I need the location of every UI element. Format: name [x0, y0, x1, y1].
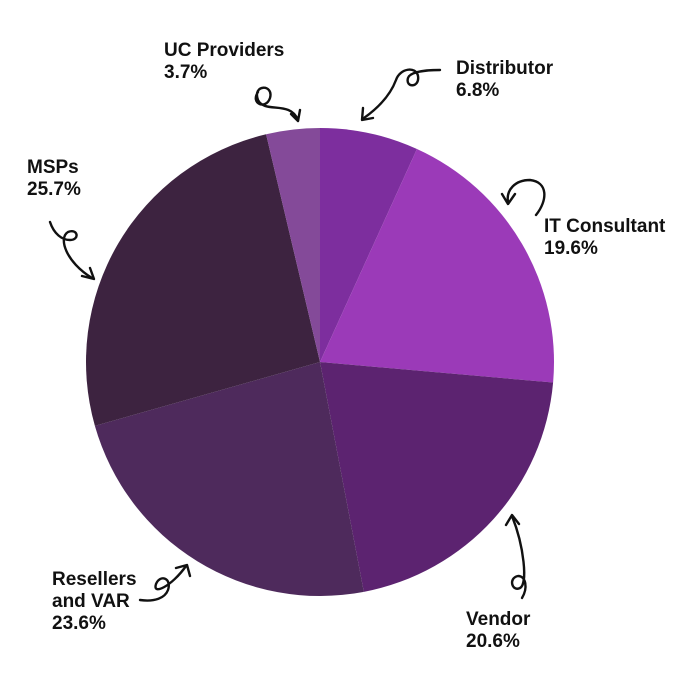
- msps-arrowhead: [80, 266, 96, 281]
- pie-slice-it-consultant: [320, 149, 555, 383]
- pie-slices: [86, 127, 555, 597]
- annotation-arrows: [48, 68, 546, 602]
- label-msps: MSPs 25.7%: [27, 157, 81, 200]
- uc-providers-arrow: [254, 86, 300, 122]
- pie-slice-distributor: [320, 128, 417, 362]
- pie-slice-uc-providers: [266, 127, 320, 362]
- label-uc-providers: UC Providers 3.7%: [164, 40, 285, 83]
- label-distributor: Distributor 6.8%: [456, 58, 554, 101]
- distributor-arrow: [362, 68, 442, 120]
- label-it-consultant: IT Consultant 19.6%: [544, 216, 666, 259]
- resellers-arrow: [138, 564, 188, 602]
- pie-slice-vendor: [320, 362, 554, 592]
- label-resellers-and-var: Resellers and VAR 23.6%: [52, 569, 137, 634]
- pie-slice-resellers-and-var: [94, 362, 364, 597]
- msps-arrow: [48, 220, 94, 280]
- it-consultant-arrow: [506, 178, 546, 217]
- resellers-arrowhead: [174, 563, 192, 578]
- it-consultant-arrowhead: [500, 192, 517, 206]
- vendor-arrowhead: [504, 513, 521, 527]
- distributor-arrowhead: [360, 106, 375, 122]
- uc-providers-arrowhead: [289, 108, 302, 123]
- vendor-arrow: [510, 514, 527, 600]
- label-vendor: Vendor 20.6%: [466, 609, 531, 652]
- pie-slice-msps: [86, 134, 320, 426]
